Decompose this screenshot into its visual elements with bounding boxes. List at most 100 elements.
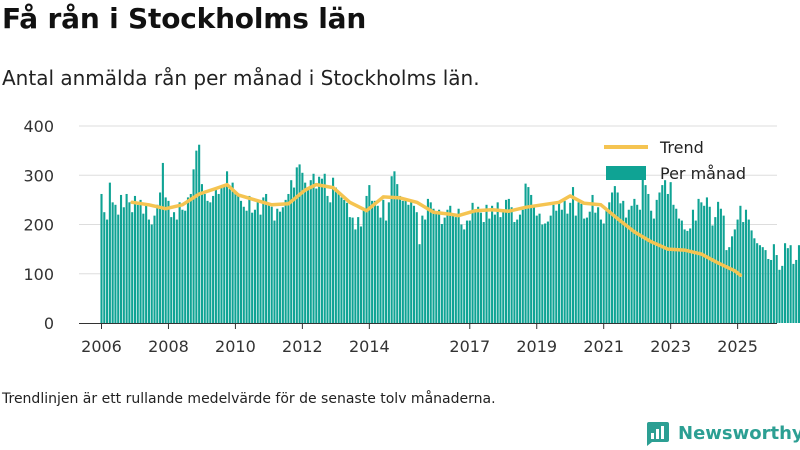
bar [630,205,633,323]
bar [429,202,432,323]
bar [365,195,368,323]
bar [446,209,449,323]
bar [231,182,234,323]
bar [571,187,575,323]
bar [357,217,360,323]
bar [742,222,745,323]
bar [390,176,393,323]
bar [287,193,290,323]
bar [267,204,270,323]
bar [424,219,427,323]
bar [474,211,477,323]
chart-subtitle: Antal anmälda rån per månad i Stockholms… [2,66,480,90]
legend: Trend Per månad [604,138,746,183]
x-tick-label: 2014 [349,337,390,356]
bar [198,144,201,323]
bar [781,265,784,323]
x-tick-label: 2025 [717,337,758,356]
bar [396,184,399,323]
bar [538,213,541,323]
bar [677,218,681,323]
bar [733,229,736,323]
bar [159,192,162,323]
x-tick-label: 2023 [650,337,691,356]
bar [532,206,535,323]
bar [398,195,402,323]
bar [541,224,544,323]
bar [253,209,256,323]
bar [527,187,530,323]
bar [214,190,217,323]
bar [599,219,602,323]
bar [393,171,396,323]
bar [758,245,761,323]
bar [463,229,466,323]
bar [203,193,206,323]
bar [457,208,460,323]
bar [585,217,589,323]
bar [100,193,103,323]
bar [276,208,279,323]
bar [273,220,276,323]
bar [513,222,516,323]
bar [558,202,561,323]
bar [756,243,759,323]
bar [647,193,650,323]
bar [477,206,480,323]
bar [689,228,692,323]
bar [209,202,212,323]
bar [186,197,190,323]
bar [359,226,363,323]
x-tick-label: 2006 [81,337,122,356]
bar [117,214,120,323]
bar [518,214,522,323]
bar [139,199,142,324]
bar [125,193,128,323]
bar [775,255,778,323]
bar [150,224,153,323]
bar [142,213,145,323]
newsworthy-logo[interactable]: Newsworthy [644,420,800,446]
bar-series [100,144,800,324]
bar [664,180,667,323]
bar [404,199,407,324]
bar [770,259,773,323]
bar [650,210,653,323]
bar [262,197,265,323]
bar [636,204,639,323]
bar [223,185,226,323]
bar [401,200,404,323]
bar [499,217,502,323]
bar [569,202,572,323]
trend-line [130,182,743,277]
bar [784,243,787,323]
bar [265,193,268,323]
bar [239,200,243,323]
bar [460,224,463,323]
bar [106,219,109,323]
x-tick-label: 2017 [449,337,490,356]
bar [797,245,800,323]
bar [119,194,123,323]
bar [245,210,248,323]
bar [234,191,237,323]
bar [675,208,678,323]
bar [652,218,655,323]
x-tick-label: 2021 [583,337,624,356]
bar [156,204,159,323]
bar [694,220,697,323]
bar [594,212,597,323]
bar [351,217,354,323]
bar [242,206,245,323]
bar [421,215,424,323]
chart-title: Få rån i Stockholms län [2,2,367,35]
bar [616,192,619,323]
bar [195,150,198,324]
bar [728,247,731,323]
bar [128,202,131,323]
bar [279,211,282,323]
bar [192,169,195,323]
y-tick-label: 400 [23,117,54,136]
bar [114,204,117,323]
bar [407,204,410,323]
